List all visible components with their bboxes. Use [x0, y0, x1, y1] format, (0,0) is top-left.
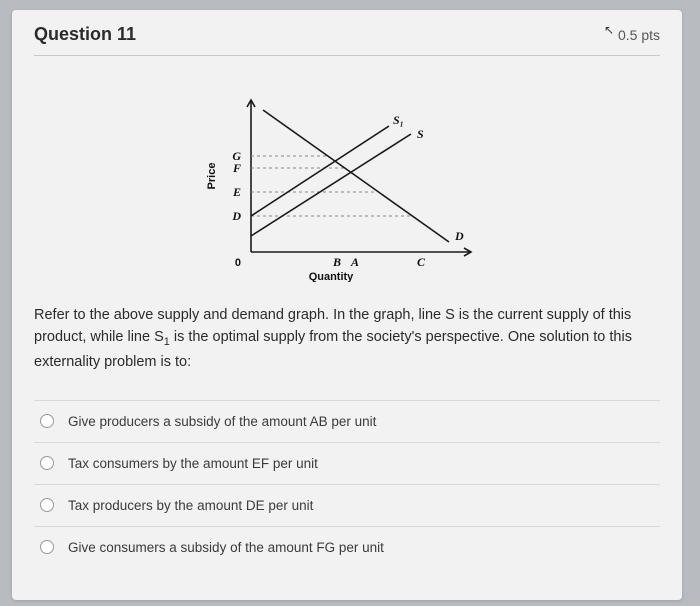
option-row[interactable]: Give consumers a subsidy of the amount F…	[34, 527, 660, 559]
question-text: Refer to the above supply and demand gra…	[34, 304, 660, 374]
svg-text:F: F	[232, 161, 241, 175]
option-label: Give producers a subsidy of the amount A…	[68, 414, 376, 429]
question-points: ↖ 0.5 pts	[618, 27, 660, 43]
radio-icon[interactable]	[40, 498, 54, 512]
svg-text:E: E	[232, 185, 241, 199]
radio-icon[interactable]	[40, 456, 54, 470]
options-list: Give producers a subsidy of the amount A…	[34, 400, 660, 559]
option-row[interactable]: Tax producers by the amount DE per unit	[34, 485, 660, 527]
option-label: Give consumers a subsidy of the amount F…	[68, 540, 384, 555]
svg-text:0: 0	[235, 257, 241, 269]
svg-text:D: D	[231, 209, 241, 223]
svg-text:C: C	[417, 255, 426, 269]
graph-container: GFEDBAC0S₁SDQuantityPrice	[34, 82, 660, 282]
option-row[interactable]: Tax consumers by the amount EF per unit	[34, 443, 660, 485]
option-row[interactable]: Give producers a subsidy of the amount A…	[34, 401, 660, 443]
option-label: Tax producers by the amount DE per unit	[68, 498, 313, 513]
question-header: Question 11 ↖ 0.5 pts	[34, 24, 660, 56]
supply-demand-graph: GFEDBAC0S₁SDQuantityPrice	[197, 82, 497, 282]
svg-text:B: B	[332, 255, 341, 269]
svg-text:S: S	[417, 127, 424, 141]
points-text: 0.5 pts	[618, 27, 660, 43]
option-label: Tax consumers by the amount EF per unit	[68, 456, 318, 471]
svg-text:D: D	[454, 229, 464, 243]
question-card: Question 11 ↖ 0.5 pts GFEDBAC0S₁SDQuanti…	[12, 10, 682, 600]
svg-text:S₁: S₁	[393, 113, 404, 127]
cursor-icon: ↖	[604, 23, 614, 37]
question-title: Question 11	[34, 24, 136, 45]
svg-text:Price: Price	[206, 163, 218, 190]
svg-text:Quantity: Quantity	[309, 271, 354, 282]
radio-icon[interactable]	[40, 540, 54, 554]
radio-icon[interactable]	[40, 414, 54, 428]
svg-text:A: A	[350, 255, 359, 269]
